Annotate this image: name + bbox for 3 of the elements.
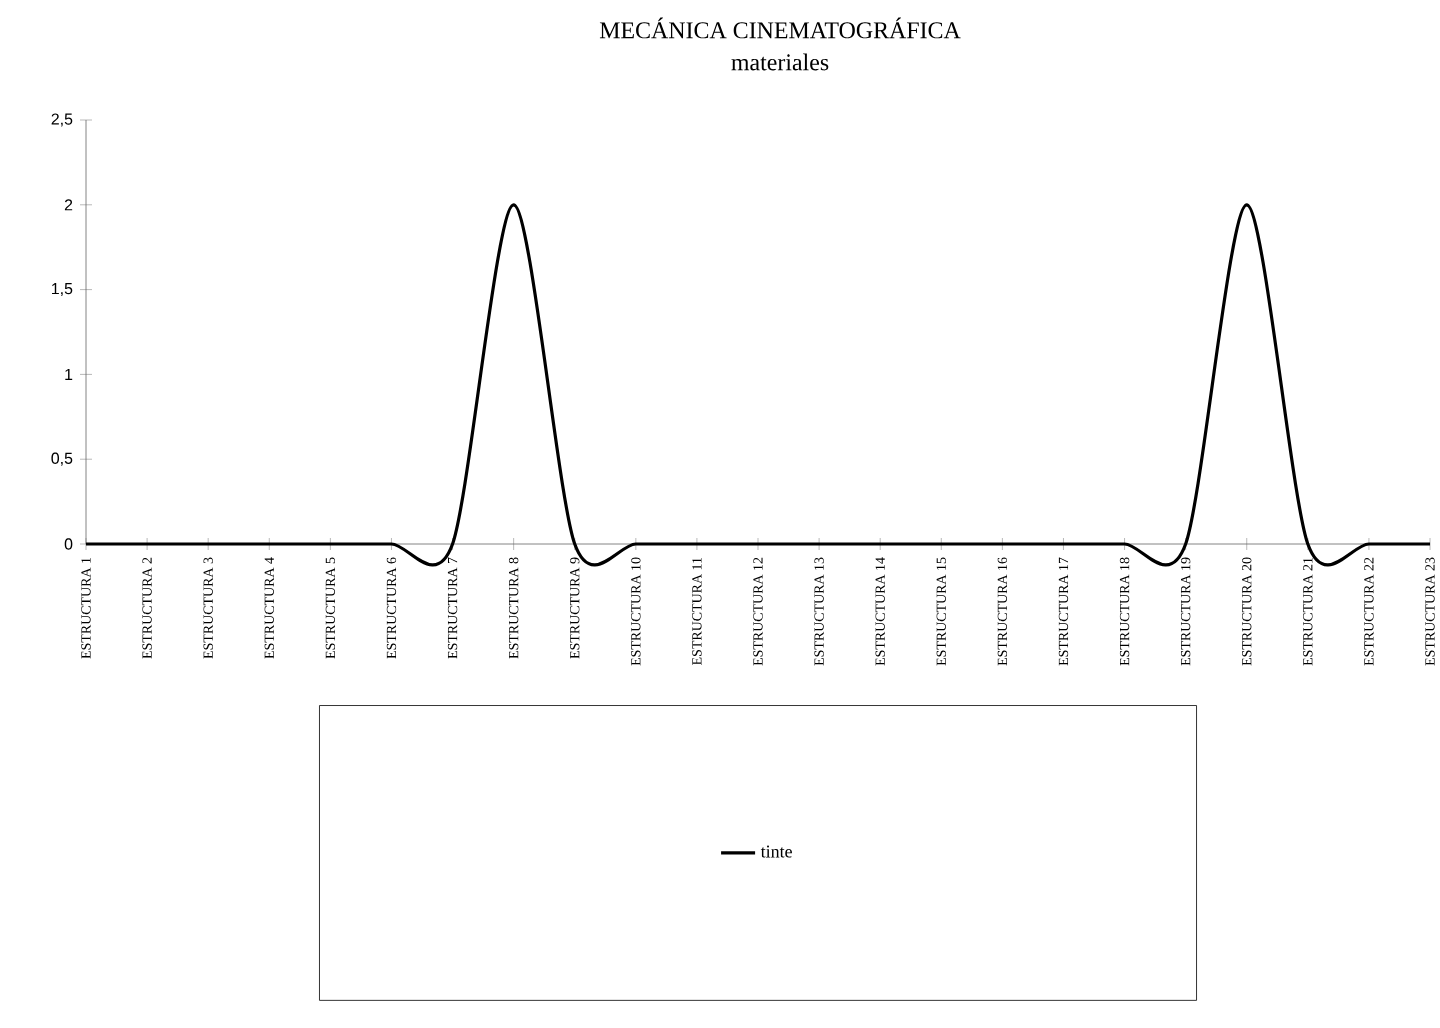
chart-title: MECÁNICA CINEMATOGRÁFICA: [599, 17, 961, 39]
legend-label: tinte: [760, 845, 792, 858]
chart-subtitle: materiales: [731, 53, 829, 71]
